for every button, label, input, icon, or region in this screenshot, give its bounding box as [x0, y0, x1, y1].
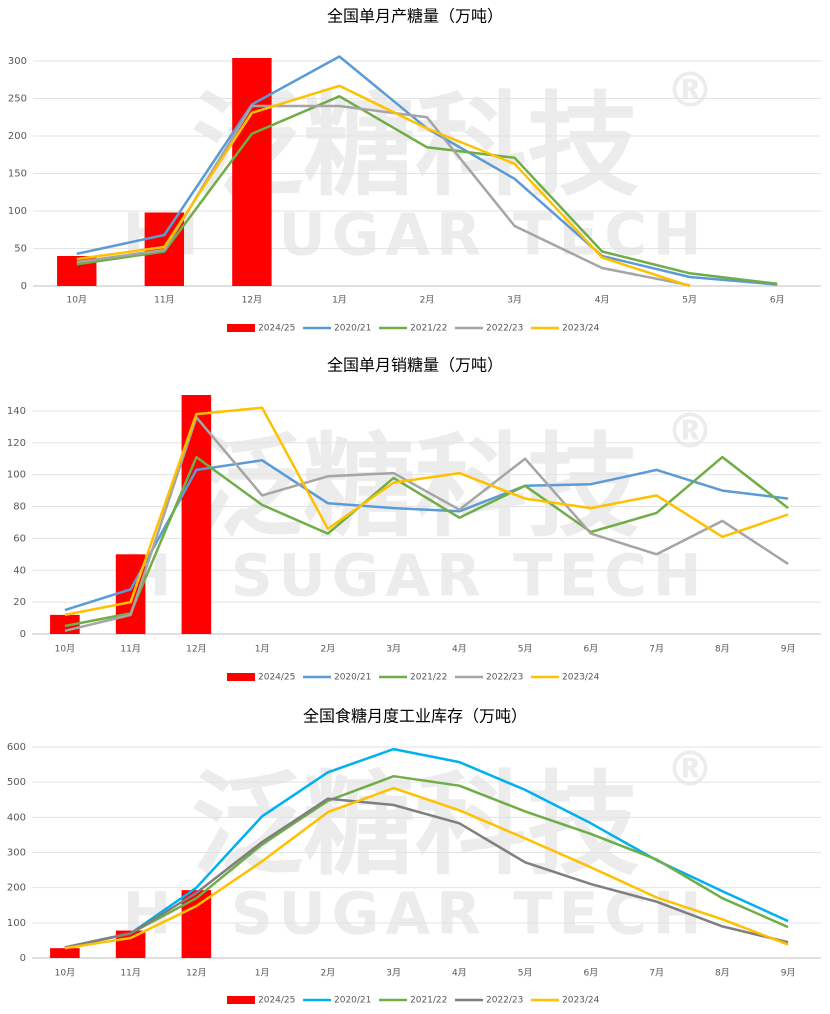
y-tick-label: 100	[7, 918, 26, 929]
x-tick-label: 7月	[649, 644, 664, 655]
legend-label: 2021/22	[410, 324, 447, 334]
x-tick-label: 5月	[682, 295, 697, 306]
x-tick-label: 10月	[67, 295, 87, 306]
y-tick-label: 40	[13, 565, 26, 576]
legend-swatch	[227, 673, 255, 681]
x-tick-label: 7月	[649, 968, 664, 979]
legend-label: 2020/21	[334, 996, 371, 1006]
line	[64, 774, 789, 949]
y-tick-label: 80	[13, 502, 26, 513]
bar	[181, 890, 212, 958]
line	[64, 406, 789, 617]
x-tick-label: 6月	[770, 295, 785, 306]
y-tick-label: 200	[7, 883, 26, 894]
y-tick-label: 600	[7, 742, 26, 753]
y-tick-label: 0	[20, 953, 26, 964]
chart-title: 全国单月产糖量（万吨）	[327, 7, 503, 26]
x-tick-label: 12月	[186, 644, 206, 655]
x-tick-label: 9月	[781, 644, 796, 655]
x-tick-label: 3月	[386, 644, 401, 655]
legend-swatch	[227, 996, 255, 1004]
y-tick-label: 60	[13, 533, 26, 544]
watermark: 泛糖科技	[191, 422, 639, 552]
x-tick-label: 3月	[386, 968, 401, 979]
chart-panel: 泛糖科技 ®HI SUGAR TECH全国食糖月度工业库存（万吨）01002003…	[7, 707, 821, 1006]
y-tick-label: 300	[8, 56, 27, 67]
y-tick-label: 200	[8, 131, 27, 142]
legend-label: 2024/25	[258, 673, 295, 683]
y-tick-label: 100	[7, 470, 26, 481]
x-tick-label: 11月	[120, 968, 140, 979]
x-tick-label: 4月	[452, 968, 467, 979]
x-tick-label: 12月	[186, 968, 206, 979]
legend-label: 2022/23	[486, 996, 523, 1006]
y-tick-label: 0	[20, 629, 26, 640]
watermark-mark: ®	[666, 404, 714, 460]
x-tick-label: 11月	[120, 644, 140, 655]
y-tick-label: 140	[7, 406, 26, 417]
legend-label: 2021/22	[410, 673, 447, 683]
legend-label: 2020/21	[334, 673, 371, 683]
bar	[232, 58, 272, 286]
chart-title: 全国食糖月度工业库存（万吨）	[303, 707, 527, 726]
bar	[115, 554, 146, 634]
line	[64, 786, 789, 950]
y-tick-label: 20	[13, 597, 26, 608]
legend-label: 2023/24	[562, 673, 600, 683]
legend-label: 2024/25	[258, 324, 295, 334]
x-tick-label: 2月	[420, 295, 435, 306]
line	[64, 416, 789, 633]
line	[64, 797, 789, 949]
legend-label: 2022/23	[486, 324, 523, 334]
y-tick-label: 120	[7, 438, 26, 449]
x-tick-label: 4月	[452, 644, 467, 655]
x-tick-label: 2月	[321, 968, 336, 979]
line	[76, 84, 691, 288]
chart-title: 全国单月销糖量（万吨）	[327, 356, 503, 375]
y-tick-label: 50	[14, 244, 27, 255]
line	[64, 459, 789, 612]
x-tick-label: 4月	[595, 295, 610, 306]
legend-label: 2023/24	[562, 996, 600, 1006]
x-tick-label: 10月	[55, 644, 75, 655]
legend-swatch	[227, 324, 255, 332]
x-tick-label: 12月	[242, 295, 262, 306]
x-tick-label: 1月	[255, 968, 270, 979]
x-tick-label: 6月	[584, 644, 599, 655]
x-tick-label: 11月	[154, 295, 174, 306]
x-tick-label: 5月	[518, 968, 533, 979]
bar	[50, 948, 80, 958]
y-tick-label: 500	[7, 777, 26, 788]
x-tick-label: 9月	[781, 968, 796, 979]
x-tick-label: 3月	[507, 295, 522, 306]
y-tick-label: 250	[8, 94, 27, 105]
y-tick-label: 300	[7, 848, 26, 859]
legend-label: 2022/23	[486, 673, 523, 683]
y-tick-label: 0	[21, 281, 27, 292]
y-tick-label: 100	[8, 206, 27, 217]
legend-label: 2024/25	[258, 996, 295, 1006]
legend-label: 2023/24	[562, 324, 600, 334]
y-tick-label: 150	[8, 169, 27, 180]
x-tick-label: 1月	[255, 644, 270, 655]
x-tick-label: 8月	[715, 968, 730, 979]
watermark-mark: ®	[666, 742, 714, 798]
x-tick-label: 2月	[321, 644, 336, 655]
x-tick-label: 8月	[715, 644, 730, 655]
legend-label: 2020/21	[334, 324, 371, 334]
watermark-mark: ®	[666, 63, 714, 119]
legend-label: 2021/22	[410, 996, 447, 1006]
y-tick-label: 400	[7, 812, 26, 823]
bar	[181, 395, 212, 634]
chart-panel: 泛糖科技 ® HI SUGAR TECH 全国单月销糖量（万吨） 0 20 40 60 80 10…	[7, 356, 821, 683]
x-tick-label: 1月	[332, 295, 347, 306]
line	[76, 95, 778, 286]
x-tick-label: 5月	[518, 644, 533, 655]
chart-panel: 泛糖科技 ®HI SUGAR TECH全国单月产糖量（万吨）05010015020…	[8, 7, 821, 334]
x-tick-label: 10月	[55, 968, 75, 979]
watermark-subtitle: HI SUGAR TECH	[123, 542, 708, 610]
x-tick-label: 6月	[584, 968, 599, 979]
